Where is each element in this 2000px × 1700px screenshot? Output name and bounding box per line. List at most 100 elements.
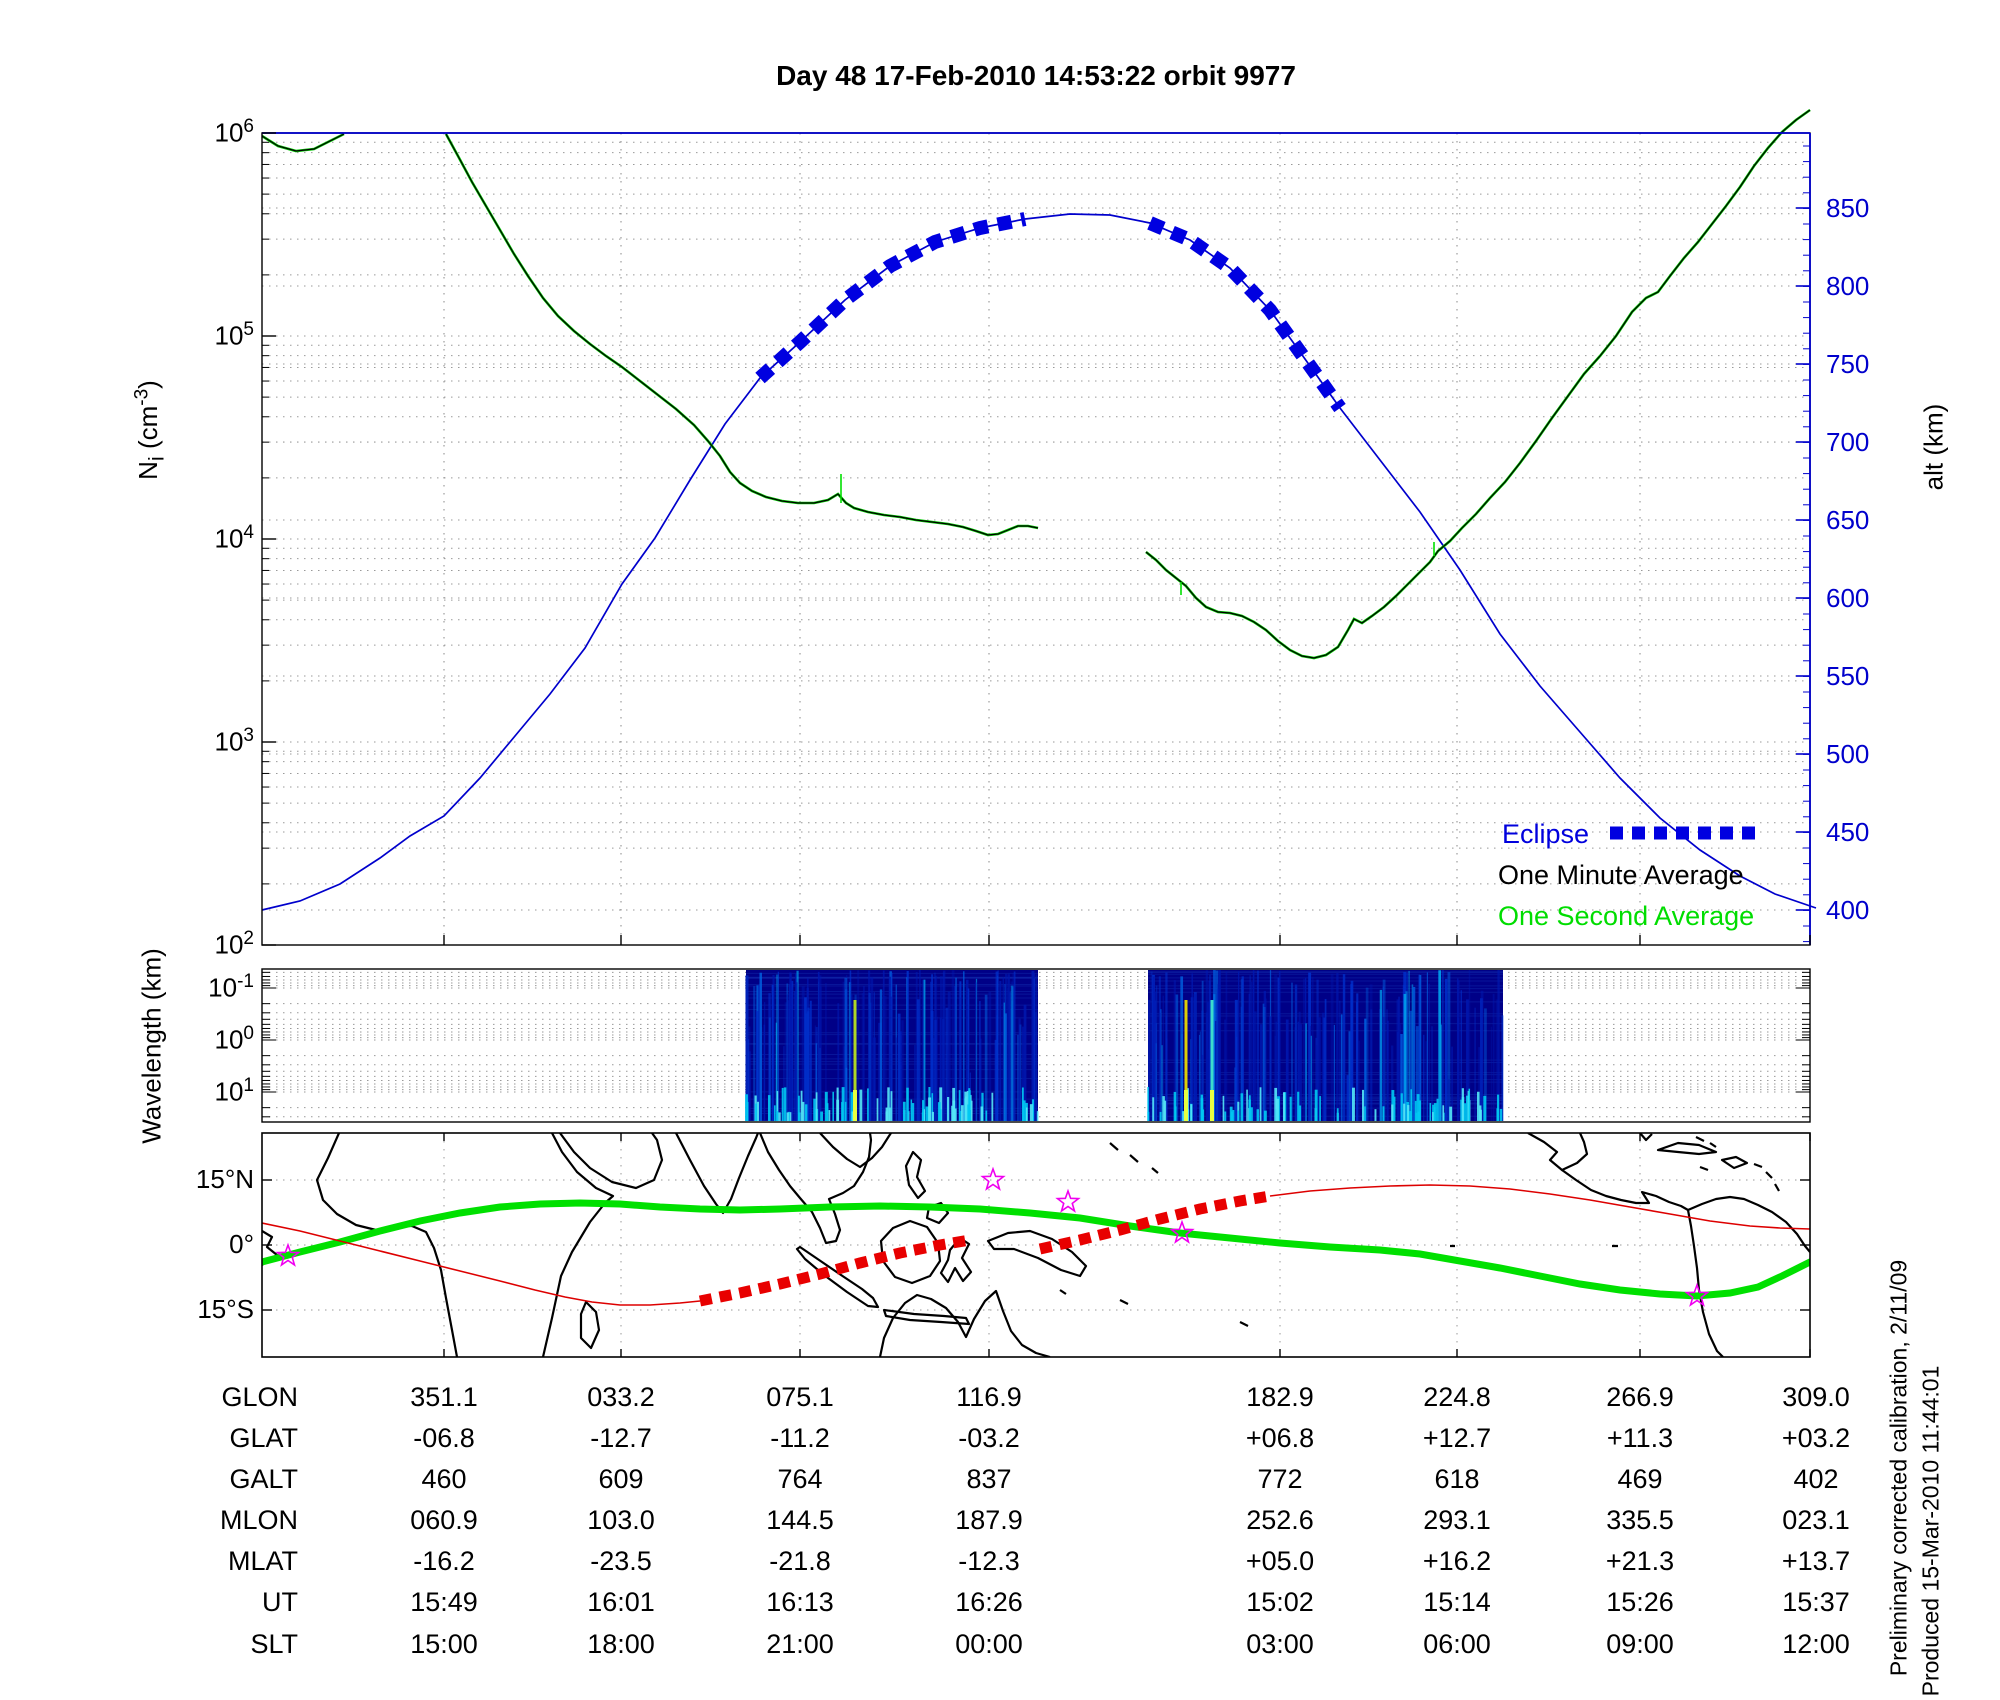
altitude-ytick-label: 800 [1826,271,1870,301]
table-cell: -16.2 [413,1546,475,1576]
table-cell: 252.6 [1246,1505,1314,1535]
table-cell: +21.3 [1605,1546,1675,1576]
legend-one-minute-label: One Minute Average [1498,860,1744,890]
wavelength-axis-label: Wavelength (km) [136,948,167,1144]
table-cell: 033.2 [587,1382,655,1412]
side-note-calibration: Preliminary corrected calibration, 2/11/… [1885,1259,1912,1677]
table-cell: 764 [777,1464,823,1494]
ground-station-star [1055,1188,1081,1213]
table-cell: 15:14 [1423,1587,1491,1617]
table-cell: 12:00 [1782,1629,1850,1659]
map-lat-label: 0° [229,1229,254,1259]
table-cell: 023.1 [1782,1505,1850,1535]
density-ytick-label: 103 [214,725,255,757]
ground-station-star [980,1166,1006,1191]
table-cell: 00:00 [955,1629,1023,1659]
table-cell: 075.1 [766,1382,834,1412]
table-cell: 16:26 [955,1587,1023,1617]
wavelength-ytick-label: 10-1 [208,971,254,1003]
spectrogram-panel [261,968,1811,1123]
altitude-ytick-label: 400 [1826,895,1870,925]
side-note-produced: Produced 15-Mar-2010 11:44:01 [1917,1365,1944,1697]
table-cell: 293.1 [1423,1505,1491,1535]
density-axis-label: Ni (cm-3) [131,380,168,480]
map-panel [261,1132,1811,1358]
altitude-ytick-label: 500 [1826,739,1870,769]
density-ytick-label: 102 [214,928,255,960]
table-row-label: SLT [250,1629,298,1659]
table-cell: -12.7 [590,1423,652,1453]
table-cell: 609 [598,1464,644,1494]
table-cell: 266.9 [1606,1382,1674,1412]
table-cell: 187.9 [955,1505,1023,1535]
table-cell: 618 [1434,1464,1480,1494]
table-cell: 15:37 [1782,1587,1850,1617]
table-cell: 182.9 [1246,1382,1314,1412]
table-cell: 772 [1257,1464,1303,1494]
table-cell: 18:00 [587,1629,655,1659]
table-cell: -23.5 [590,1546,652,1576]
table-cell: +03.2 [1781,1423,1851,1453]
legend-eclipse-label: Eclipse [1502,819,1590,849]
table-cell: 351.1 [410,1382,478,1412]
table-cell: +06.8 [1245,1423,1315,1453]
table-cell: 103.0 [587,1505,655,1535]
page-title: Day 48 17-Feb-2010 14:53:22 orbit 9977 [776,60,1296,91]
table-cell: 469 [1617,1464,1663,1494]
map-lat-label: 15°N [195,1164,254,1194]
table-cell: 15:02 [1246,1587,1314,1617]
wavelength-ytick-label: 101 [214,1075,255,1107]
table-cell: 402 [1793,1464,1839,1494]
table-cell: 837 [966,1464,1012,1494]
table-row-label: GLAT [229,1423,298,1453]
table-row-label: MLAT [227,1546,298,1576]
table-cell: -21.8 [769,1546,831,1576]
altitude-ytick-label: 700 [1826,427,1870,457]
table-cell: 309.0 [1782,1382,1850,1412]
map-lat-label: 15°S [197,1294,254,1324]
table-cell: 460 [421,1464,467,1494]
altitude-ytick-label: 850 [1826,193,1870,223]
table-row-label: GLON [221,1382,298,1412]
ground-station-star [1684,1282,1710,1307]
table-cell: 224.8 [1423,1382,1491,1412]
altitude-ytick-label: 650 [1826,505,1870,535]
density-panel [261,108,1817,946]
table-cell: 144.5 [766,1505,834,1535]
legend-one-second-label: One Second Average [1498,901,1755,931]
table-cell: +11.3 [1606,1423,1674,1453]
ground-station-star [1169,1219,1195,1244]
table-cell: 16:01 [587,1587,655,1617]
table-cell: 060.9 [410,1505,478,1535]
table-cell: +12.7 [1422,1423,1492,1453]
table-cell: 15:00 [410,1629,478,1659]
altitude-ytick-label: 450 [1826,817,1870,847]
table-row-label: UT [262,1587,298,1617]
table-cell: 116.9 [956,1382,1022,1412]
table-row-label: MLON [219,1505,298,1535]
table-row-label: GALT [229,1464,298,1494]
table-cell: 21:00 [766,1629,834,1659]
table-cell: 15:26 [1606,1587,1674,1617]
table-cell: -11.2 [770,1423,830,1453]
table-cell: 09:00 [1606,1629,1674,1659]
table-cell: +13.7 [1781,1546,1851,1576]
altitude-ytick-label: 750 [1826,349,1870,379]
table-cell: -12.3 [958,1546,1020,1576]
wavelength-ytick-label: 100 [214,1023,255,1055]
altitude-ytick-label: 550 [1826,661,1870,691]
density-ytick-label: 104 [214,522,255,554]
table-cell: -03.2 [958,1423,1020,1453]
table-cell: 06:00 [1423,1629,1491,1659]
altitude-ytick-label: 600 [1826,583,1870,613]
table-cell: -06.8 [413,1423,475,1453]
table-cell: 335.5 [1606,1505,1674,1535]
altitude-axis-label: alt (km) [1918,403,1949,491]
density-ytick-label: 105 [214,319,255,351]
table-cell: +05.0 [1245,1546,1315,1576]
table-cell: +16.2 [1422,1546,1492,1576]
table-cell: 15:49 [410,1587,478,1617]
density-ytick-label: 106 [214,116,255,148]
table-cell: 16:13 [766,1587,834,1617]
